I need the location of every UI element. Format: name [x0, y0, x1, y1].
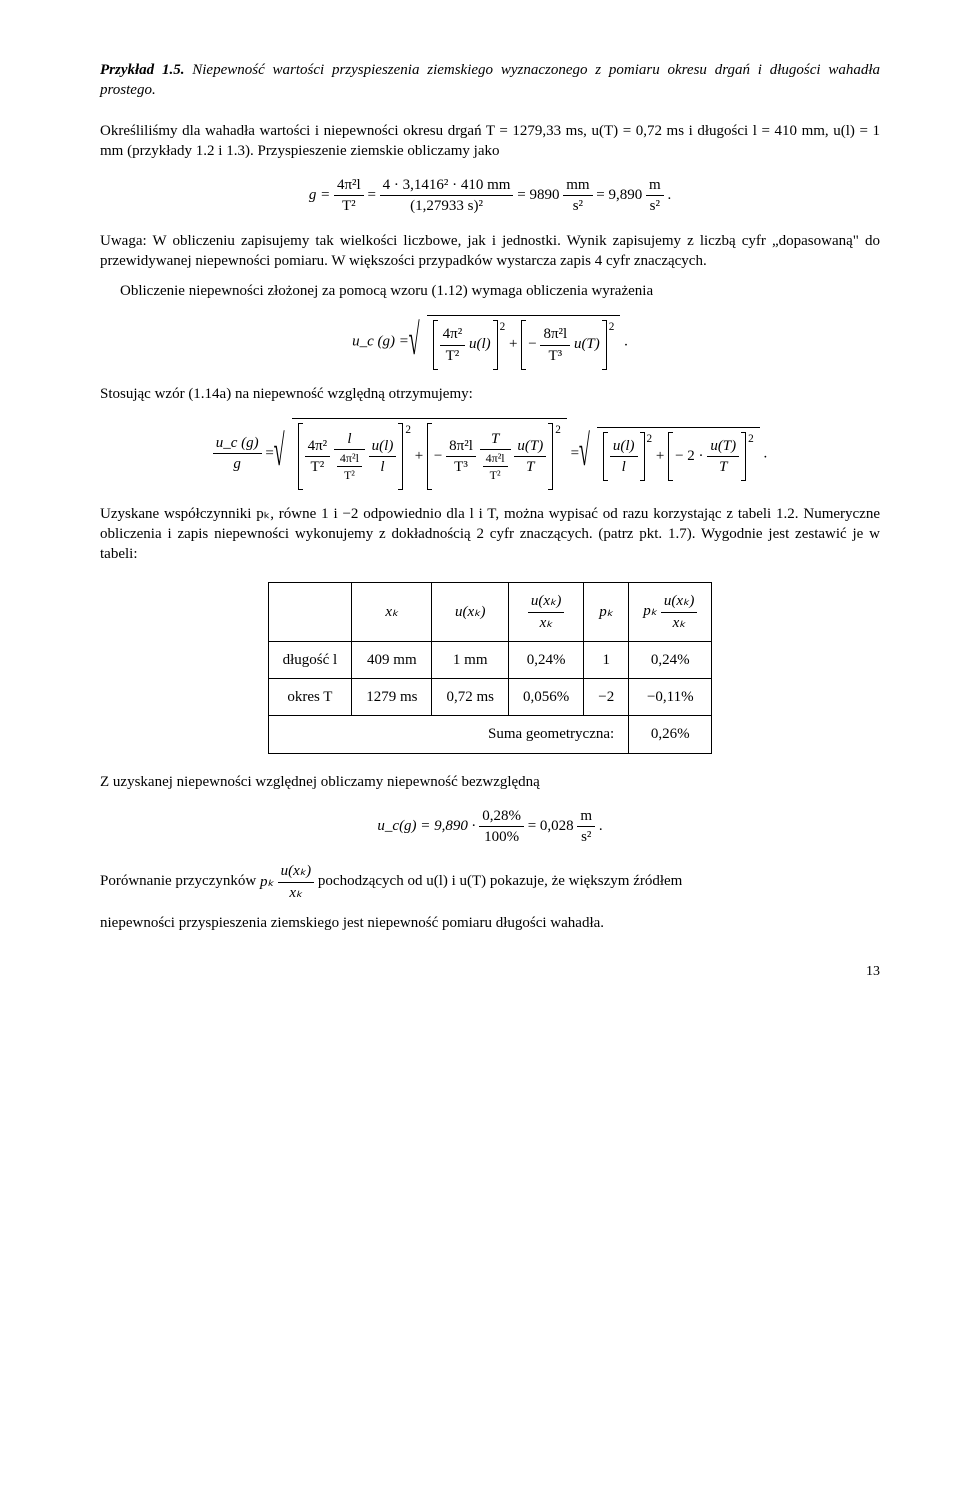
eq-rel-dot: .: [764, 445, 768, 461]
row-uxk: 1 mm: [432, 641, 509, 678]
row-xk: 1279 ms: [352, 679, 432, 716]
eq-rel-r1-den: l: [610, 457, 638, 477]
th-pk: pₖ: [584, 583, 629, 642]
eq-rel-r2-pre: − 2 ·: [675, 448, 703, 464]
row-pk: 1: [584, 641, 629, 678]
eq-g-u1-den: s²: [563, 196, 592, 216]
th-pk-rel: pₖ u(xₖ) xₖ: [629, 583, 712, 642]
para7b: pochodzących od u(l) i u(T) pokazuje, że…: [318, 874, 682, 890]
example-label: Przykład 1.5.: [100, 62, 184, 78]
eq-g-lhs: g =: [309, 187, 330, 203]
table-sum-row: Suma geometryczna: 0,26%: [268, 716, 712, 753]
para7a: Porównanie przyczynków: [100, 874, 256, 890]
eq-uc-t2-mul: u(T): [574, 336, 600, 352]
paragraph-4: Stosując wzór (1.14a) na niepewność wzgl…: [100, 384, 880, 404]
th-rel: u(xₖ) xₖ: [508, 583, 583, 642]
eq-g-dot: .: [667, 187, 671, 203]
eq-rel-b1c-num: u(l): [369, 436, 397, 457]
eq-rel-r2-num: u(T): [707, 436, 739, 457]
eq-rel-lhs-den: g: [213, 454, 262, 474]
eq-rel-b2a-den: T³: [446, 457, 476, 477]
para7-frac-num: u(xₖ): [278, 861, 315, 882]
eq-g-u2-num: m: [646, 175, 664, 196]
row-pkrel: −0,11%: [629, 679, 712, 716]
eq-uc-t2-num: 8π²l: [540, 324, 570, 345]
row-rel: 0,056%: [508, 679, 583, 716]
eq-g-eq2: = 9890: [517, 187, 559, 203]
eq-final-eq: = 0,028: [528, 818, 574, 834]
uncertainty-table: xₖ u(xₖ) u(xₖ) xₖ pₖ pₖ u(xₖ) xₖ długość…: [268, 582, 713, 753]
eq-g-f1-den: T²: [334, 196, 364, 216]
eq-rel-b1b-num: l: [334, 429, 365, 450]
row-name: okres T: [268, 679, 352, 716]
equation-final: u_c(g) = 9,890 · 0,28% 100% = 0,028 m s²…: [100, 806, 880, 848]
eq-rel-b1a-den: T²: [305, 457, 331, 477]
eq-rel-plus: +: [415, 448, 423, 464]
table-header-row: xₖ u(xₖ) u(xₖ) xₖ pₖ pₖ u(xₖ) xₖ: [268, 583, 712, 642]
eq-g-u2-den: s²: [646, 196, 664, 216]
example-rest: Niepewność wartości przyspieszenia ziems…: [100, 62, 880, 98]
para7-frac-den: xₖ: [278, 883, 315, 903]
table-row: długość l 409 mm 1 mm 0,24% 1 0,24%: [268, 641, 712, 678]
eq-uc-t1-mul: u(l): [469, 336, 491, 352]
eq-rel-b1a-num: 4π²: [305, 436, 331, 457]
eq-rel-b2a-num: 8π²l: [446, 436, 476, 457]
eq-rel-b2c-den: T: [514, 457, 546, 477]
eq-uc-t1-den: T²: [440, 346, 466, 366]
eq-final-fden: 100%: [479, 827, 524, 847]
paragraph-8: niepewności przyspieszenia ziemskiego je…: [100, 913, 880, 933]
eq-uc-t1-num: 4π²: [440, 324, 466, 345]
th-uxk: u(xₖ): [432, 583, 509, 642]
eq-rel-r1-num: u(l): [610, 436, 638, 457]
eq-uc-t2-den: T³: [540, 346, 570, 366]
sum-label: Suma geometryczna:: [268, 716, 629, 753]
eq-rel-b2b-num: T: [480, 429, 511, 450]
eq-g-eq1: =: [367, 187, 375, 203]
eq-uc-plus: +: [509, 336, 517, 352]
eq-final-lhs: u_c(g) = 9,890 ·: [377, 818, 475, 834]
paragraph-5: Uzyskane współczynniki pₖ, równe 1 i −2 …: [100, 504, 880, 565]
row-pk: −2: [584, 679, 629, 716]
eq-g-f1-num: 4π²l: [334, 175, 364, 196]
eq-final-unum: m: [577, 806, 595, 827]
eq-rel-b1b-den: 4π²l T²: [334, 450, 365, 483]
table-row: okres T 1279 ms 0,72 ms 0,056% −2 −0,11%: [268, 679, 712, 716]
eq-rel-b2b-den: 4π²l T²: [480, 450, 511, 483]
paragraph-7: Porównanie przyczynków pₖ u(xₖ) xₖ pocho…: [100, 861, 880, 903]
eq-g-eq3: = 9,890: [596, 187, 642, 203]
th-xk: xₖ: [352, 583, 432, 642]
para7-pk: pₖ: [260, 874, 274, 890]
eq-rel-b1c-den: l: [369, 457, 397, 477]
equation-rel: u_c (g) g = 4π² T² l 4π²l T²: [100, 418, 880, 490]
equation-g: g = 4π²l T² = 4 · 3,1416² · 410 mm (1,27…: [100, 175, 880, 217]
eq-uc-lhs: u_c (g) =: [352, 334, 409, 350]
eq-uc-dot: .: [624, 334, 628, 350]
sum-val: 0,26%: [629, 716, 712, 753]
eq-final-fnum: 0,28%: [479, 806, 524, 827]
row-uxk: 0,72 ms: [432, 679, 509, 716]
eq-final-dot: .: [599, 818, 603, 834]
paragraph-3: Obliczenie niepewności złożonej za pomoc…: [100, 281, 880, 301]
eq-rel-lhs-num: u_c (g): [213, 433, 262, 454]
eq-rel-eq1: =: [265, 445, 273, 461]
eq-rel-r2-den: T: [707, 457, 739, 477]
equation-uc: u_c (g) = 4π² T² u(l) 2 + − 8π²l T³ u(T)…: [100, 315, 880, 370]
page-number: 13: [100, 963, 880, 982]
eq-final-uden: s²: [577, 827, 595, 847]
eq-rel-rplus: +: [656, 448, 664, 464]
eq-g-u1-num: mm: [563, 175, 592, 196]
paragraph-2: Uwaga: W obliczeniu zapisujemy tak wielk…: [100, 231, 880, 272]
paragraph-1: Określiliśmy dla wahadła wartości i niep…: [100, 121, 880, 162]
row-xk: 409 mm: [352, 641, 432, 678]
th-blank: [268, 583, 352, 642]
paragraph-6: Z uzyskanej niepewności względnej oblicz…: [100, 772, 880, 792]
eq-rel-eq2: =: [571, 445, 579, 461]
eq-rel-b2c-num: u(T): [514, 436, 546, 457]
row-name: długość l: [268, 641, 352, 678]
eq-g-f2-den: (1,27933 s)²: [380, 196, 514, 216]
row-rel: 0,24%: [508, 641, 583, 678]
eq-g-f2-num: 4 · 3,1416² · 410 mm: [380, 175, 514, 196]
example-title: Przykład 1.5. Niepewność wartości przysp…: [100, 60, 880, 101]
row-pkrel: 0,24%: [629, 641, 712, 678]
